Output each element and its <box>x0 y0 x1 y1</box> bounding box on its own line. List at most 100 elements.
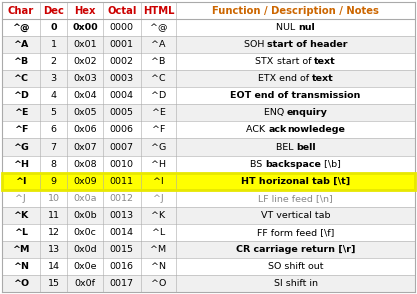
Text: HTML: HTML <box>143 6 174 16</box>
Text: 5: 5 <box>50 108 56 117</box>
Bar <box>2 173 415 190</box>
Text: ^O: ^O <box>13 279 29 288</box>
Text: 0006: 0006 <box>110 126 134 134</box>
Text: [\b]: [\b] <box>321 160 341 168</box>
Text: ^K: ^K <box>13 211 28 220</box>
Bar <box>2 258 415 275</box>
Text: NUL: NUL <box>276 23 299 32</box>
Text: SO shift out: SO shift out <box>268 262 324 271</box>
Text: 0x0e: 0x0e <box>73 262 97 271</box>
Text: ETX end of: ETX end of <box>258 74 312 83</box>
Text: 9: 9 <box>50 177 56 186</box>
Text: ^F: ^F <box>14 126 28 134</box>
Text: LF line feed [\n]: LF line feed [\n] <box>258 194 333 203</box>
Text: ack: ack <box>269 126 287 134</box>
Text: 0000: 0000 <box>110 23 134 32</box>
Text: ^C: ^C <box>13 74 28 83</box>
Text: ^O: ^O <box>151 279 166 288</box>
Text: ^A: ^A <box>151 40 166 49</box>
Text: 10: 10 <box>48 194 60 203</box>
Text: EOT end of transmission: EOT end of transmission <box>231 91 361 100</box>
Text: 0012: 0012 <box>110 194 134 203</box>
Text: ^N: ^N <box>151 262 166 271</box>
Text: 8: 8 <box>50 160 56 168</box>
Text: 0x03: 0x03 <box>73 74 97 83</box>
Text: CR carriage return [\r]: CR carriage return [\r] <box>236 245 355 254</box>
Text: 0x00: 0x00 <box>73 23 98 32</box>
Text: nowledege: nowledege <box>287 126 345 134</box>
Text: 7: 7 <box>50 143 56 151</box>
Text: Octal: Octal <box>107 6 136 16</box>
Text: VT vertical tab: VT vertical tab <box>261 211 330 220</box>
Text: ^L: ^L <box>14 228 28 237</box>
Text: enquiry: enquiry <box>287 108 328 117</box>
Text: ^G: ^G <box>151 143 166 151</box>
Text: 0: 0 <box>50 23 57 32</box>
Bar <box>2 241 415 258</box>
Text: start of: start of <box>276 57 314 66</box>
Text: ^D: ^D <box>13 91 29 100</box>
Text: 1: 1 <box>50 40 56 49</box>
Text: Char: Char <box>8 6 34 16</box>
Text: ^C: ^C <box>151 74 166 83</box>
Text: 0x0c: 0x0c <box>74 228 97 237</box>
Text: ACK: ACK <box>246 126 269 134</box>
Text: ^@: ^@ <box>150 23 167 32</box>
Bar <box>2 2 415 19</box>
Bar <box>2 70 415 87</box>
Text: 0013: 0013 <box>110 211 134 220</box>
Text: ^N: ^N <box>13 262 29 271</box>
Text: ^M: ^M <box>12 245 30 254</box>
Text: nul: nul <box>299 23 315 32</box>
Text: backspace: backspace <box>265 160 321 168</box>
Text: 0x06: 0x06 <box>73 126 97 134</box>
Text: ^M: ^M <box>151 245 166 254</box>
Bar <box>2 190 415 207</box>
Text: Hex: Hex <box>75 6 96 16</box>
Text: ^B: ^B <box>13 57 28 66</box>
Text: 0x0a: 0x0a <box>73 194 97 203</box>
Text: ^J: ^J <box>15 194 26 203</box>
Text: STX: STX <box>255 57 276 66</box>
Text: 0x0b: 0x0b <box>73 211 97 220</box>
Bar <box>2 36 415 53</box>
Text: SOH: SOH <box>244 40 267 49</box>
Text: ^K: ^K <box>151 211 166 220</box>
Text: 12: 12 <box>48 228 60 237</box>
Text: bell: bell <box>296 143 316 151</box>
Text: SI shift in: SI shift in <box>274 279 318 288</box>
Bar <box>2 156 415 173</box>
Text: 0005: 0005 <box>110 108 134 117</box>
Text: orizonal tab [\t]: orizonal tab [\t] <box>266 177 350 186</box>
Text: ENQ: ENQ <box>264 108 287 117</box>
Text: ^A: ^A <box>13 40 28 49</box>
Text: 2: 2 <box>50 57 56 66</box>
Text: 13: 13 <box>48 245 60 254</box>
Text: 11: 11 <box>48 211 60 220</box>
Text: 0x02: 0x02 <box>73 57 97 66</box>
Text: ^E: ^E <box>14 108 28 117</box>
Text: 0x0f: 0x0f <box>75 279 95 288</box>
Text: 0004: 0004 <box>110 91 134 100</box>
Text: ^H: ^H <box>151 160 166 168</box>
Bar <box>2 207 415 224</box>
Text: ^@: ^@ <box>12 23 30 32</box>
Text: ^B: ^B <box>151 57 166 66</box>
Text: BS: BS <box>250 160 265 168</box>
Text: 14: 14 <box>48 262 60 271</box>
Text: 0x0d: 0x0d <box>73 245 97 254</box>
Text: 0011: 0011 <box>110 177 134 186</box>
Text: 4: 4 <box>50 91 56 100</box>
Text: 3: 3 <box>50 74 57 83</box>
Text: ^G: ^G <box>13 143 29 151</box>
Text: FF form feed [\f]: FF form feed [\f] <box>257 228 334 237</box>
Text: Dec: Dec <box>43 6 64 16</box>
Text: 6: 6 <box>50 126 56 134</box>
Bar <box>2 138 415 156</box>
Text: ^L: ^L <box>152 228 165 237</box>
Bar <box>2 104 415 121</box>
Text: 0010: 0010 <box>110 160 134 168</box>
Text: 0x05: 0x05 <box>73 108 97 117</box>
Text: 0x09: 0x09 <box>73 177 97 186</box>
Text: 0x08: 0x08 <box>73 160 97 168</box>
